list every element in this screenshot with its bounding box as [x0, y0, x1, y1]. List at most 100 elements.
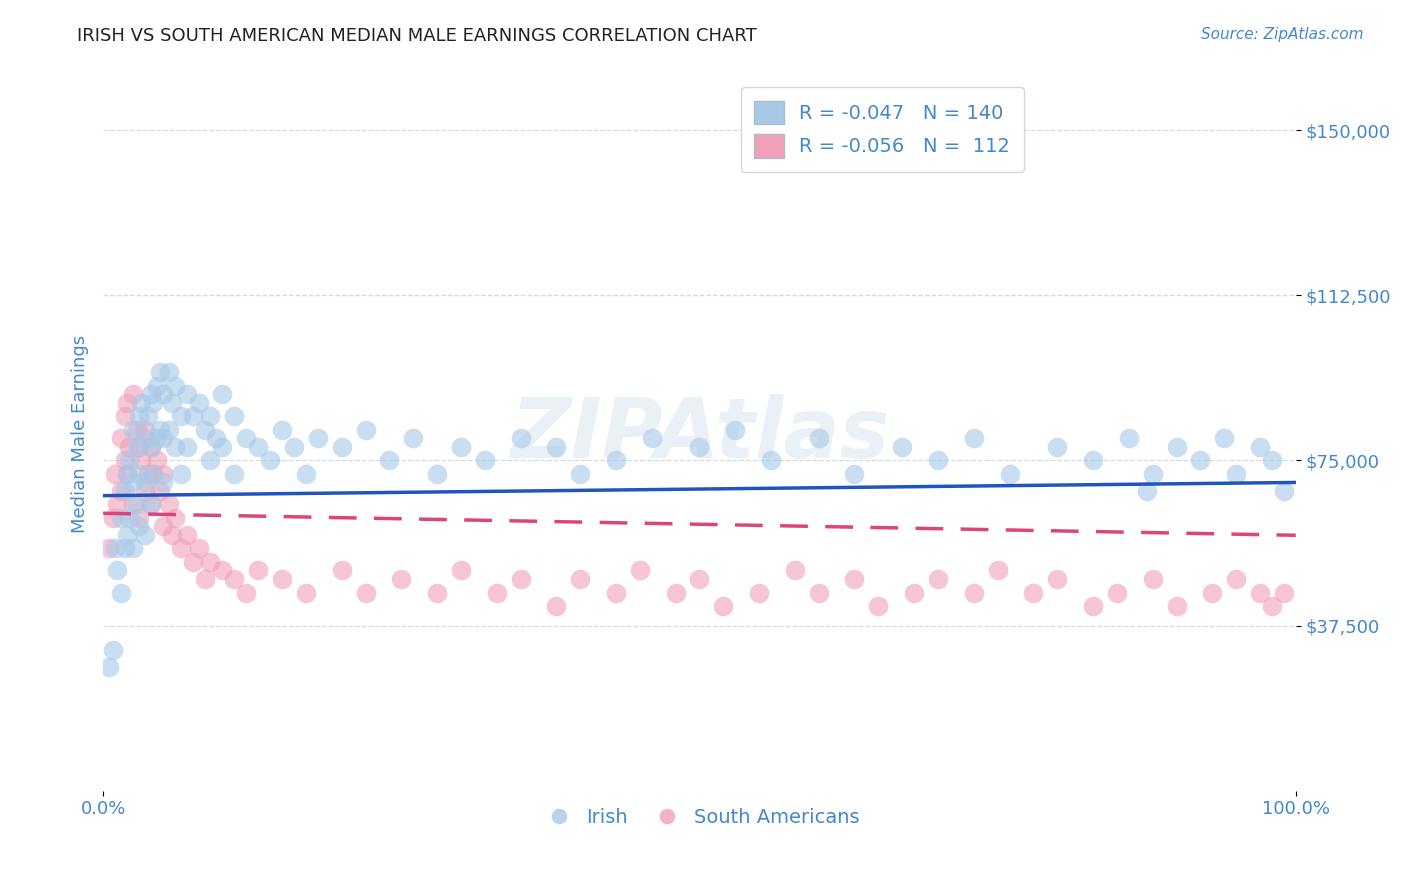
Point [125, 440, 148, 454]
Point [162, 528, 184, 542]
Point [1272, 585, 1295, 599]
Point [139, 498, 162, 512]
Point [1213, 432, 1236, 446]
Point [963, 585, 986, 599]
Point [868, 599, 890, 613]
Point [128, 510, 150, 524]
Point [748, 585, 770, 599]
Point [134, 423, 156, 437]
Point [181, 555, 204, 569]
Legend: Irish, South Americans: Irish, South Americans [531, 800, 868, 834]
Point [139, 498, 162, 512]
Point [118, 440, 141, 454]
Point [98, 541, 121, 556]
Point [149, 423, 172, 437]
Point [101, 642, 124, 657]
Point [354, 585, 377, 599]
Point [1201, 585, 1223, 599]
Point [295, 585, 318, 599]
Point [205, 432, 228, 446]
Point [139, 440, 162, 454]
Point [330, 440, 353, 454]
Point [114, 541, 136, 556]
Point [307, 432, 329, 446]
Point [118, 453, 141, 467]
Point [128, 409, 150, 424]
Point [139, 387, 162, 401]
Point [152, 475, 174, 490]
Point [152, 387, 174, 401]
Point [104, 541, 127, 556]
Text: IRISH VS SOUTH AMERICAN MEDIAN MALE EARNINGS CORRELATION CHART: IRISH VS SOUTH AMERICAN MEDIAN MALE EARN… [77, 27, 756, 45]
Point [235, 432, 257, 446]
Point [1136, 484, 1159, 499]
Point [1142, 467, 1164, 481]
Point [157, 498, 180, 512]
Point [509, 432, 531, 446]
Point [1142, 572, 1164, 586]
Point [450, 564, 472, 578]
Point [759, 453, 782, 467]
Point [128, 467, 150, 481]
Point [903, 585, 925, 599]
Point [146, 378, 169, 392]
Point [1225, 572, 1247, 586]
Point [807, 585, 830, 599]
Point [104, 467, 127, 481]
Point [665, 585, 688, 599]
Point [211, 564, 233, 578]
Point [211, 387, 233, 401]
Point [546, 599, 568, 613]
Point [1225, 467, 1247, 481]
Point [193, 572, 215, 586]
Point [569, 572, 592, 586]
Point [569, 467, 592, 481]
Point [963, 432, 986, 446]
Point [546, 440, 568, 454]
Point [134, 484, 156, 499]
Point [134, 475, 156, 490]
Point [138, 467, 160, 481]
Point [200, 453, 222, 467]
Point [142, 467, 165, 481]
Point [200, 409, 222, 424]
Point [176, 440, 198, 454]
Point [163, 440, 186, 454]
Point [152, 432, 174, 446]
Point [724, 423, 747, 437]
Point [142, 467, 165, 481]
Point [128, 519, 150, 533]
Point [485, 585, 508, 599]
Point [187, 541, 209, 556]
Point [115, 396, 138, 410]
Point [128, 440, 150, 454]
Point [426, 585, 449, 599]
Point [1189, 453, 1212, 467]
Point [844, 467, 866, 481]
Point [114, 453, 136, 467]
Point [163, 378, 186, 392]
Point [134, 528, 156, 542]
Point [509, 572, 531, 586]
Point [402, 432, 425, 446]
Point [181, 409, 204, 424]
Point [152, 519, 174, 533]
Point [354, 423, 377, 437]
Point [114, 484, 136, 499]
Point [142, 396, 165, 410]
Point [146, 432, 169, 446]
Point [169, 467, 191, 481]
Point [200, 555, 222, 569]
Point [107, 498, 129, 512]
Point [783, 564, 806, 578]
Point [125, 423, 148, 437]
Point [107, 564, 129, 578]
Point [152, 467, 174, 481]
Point [110, 585, 132, 599]
Point [129, 453, 152, 467]
Point [1046, 440, 1069, 454]
Point [169, 409, 191, 424]
Point [122, 475, 145, 490]
Point [138, 409, 160, 424]
Point [122, 423, 145, 437]
